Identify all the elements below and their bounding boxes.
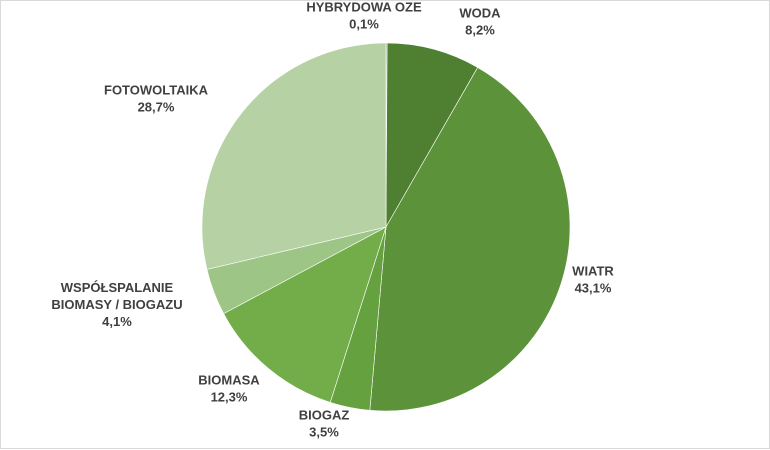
- slice-name-label: FOTOWOLTAIKA: [104, 83, 209, 98]
- slice-label-2: WIATR 43,1%: [572, 264, 614, 296]
- slice-value-label: 43,1%: [575, 281, 612, 296]
- slice-name-label: WSPÓŁSPALANIE: [61, 280, 174, 295]
- slice-label-0: HYBRYDOWA OZE 0,1%: [306, 1, 422, 32]
- slice-label-1: WODA 8,2%: [459, 6, 501, 38]
- slice-name-label: BIOMASY / BIOGAZU: [51, 297, 182, 312]
- pie-slice-biomasa: [223, 226, 387, 403]
- pie-slice-wiatr: [369, 67, 571, 412]
- slice-label-6: FOTOWOLTAIKA 28,7%: [104, 83, 209, 115]
- pie-slice-fotowoltaika: [201, 42, 387, 270]
- slice-value-label: 0,1%: [349, 17, 379, 32]
- slice-label-4: BIOMASA 12,3%: [198, 373, 260, 405]
- slice-name-label: WIATR: [572, 264, 614, 279]
- slice-value-label: 8,2%: [465, 23, 495, 38]
- slice-name-label: WODA: [459, 6, 501, 21]
- slice-value-label: 3,5%: [309, 425, 339, 440]
- slice-name-label: BIOGAZ: [299, 408, 350, 423]
- slice-name-label: BIOMASA: [198, 373, 260, 388]
- pie-slices: [201, 42, 571, 412]
- slice-name-label: HYBRYDOWA OZE: [306, 1, 422, 15]
- slice-value-label: 12,3%: [211, 390, 248, 405]
- pie-slice-woda: [385, 42, 479, 229]
- slice-label-5: WSPÓŁSPALANIE BIOMASY / BIOGAZU 4,1%: [51, 280, 182, 329]
- slice-label-3: BIOGAZ 3,5%: [299, 408, 350, 440]
- pie-labels: HYBRYDOWA OZE 0,1% WODA 8,2% WIATR 43,1% BIOGA…: [51, 1, 614, 440]
- slice-value-label: 28,7%: [138, 100, 175, 115]
- slice-value-label: 4,1%: [102, 314, 132, 329]
